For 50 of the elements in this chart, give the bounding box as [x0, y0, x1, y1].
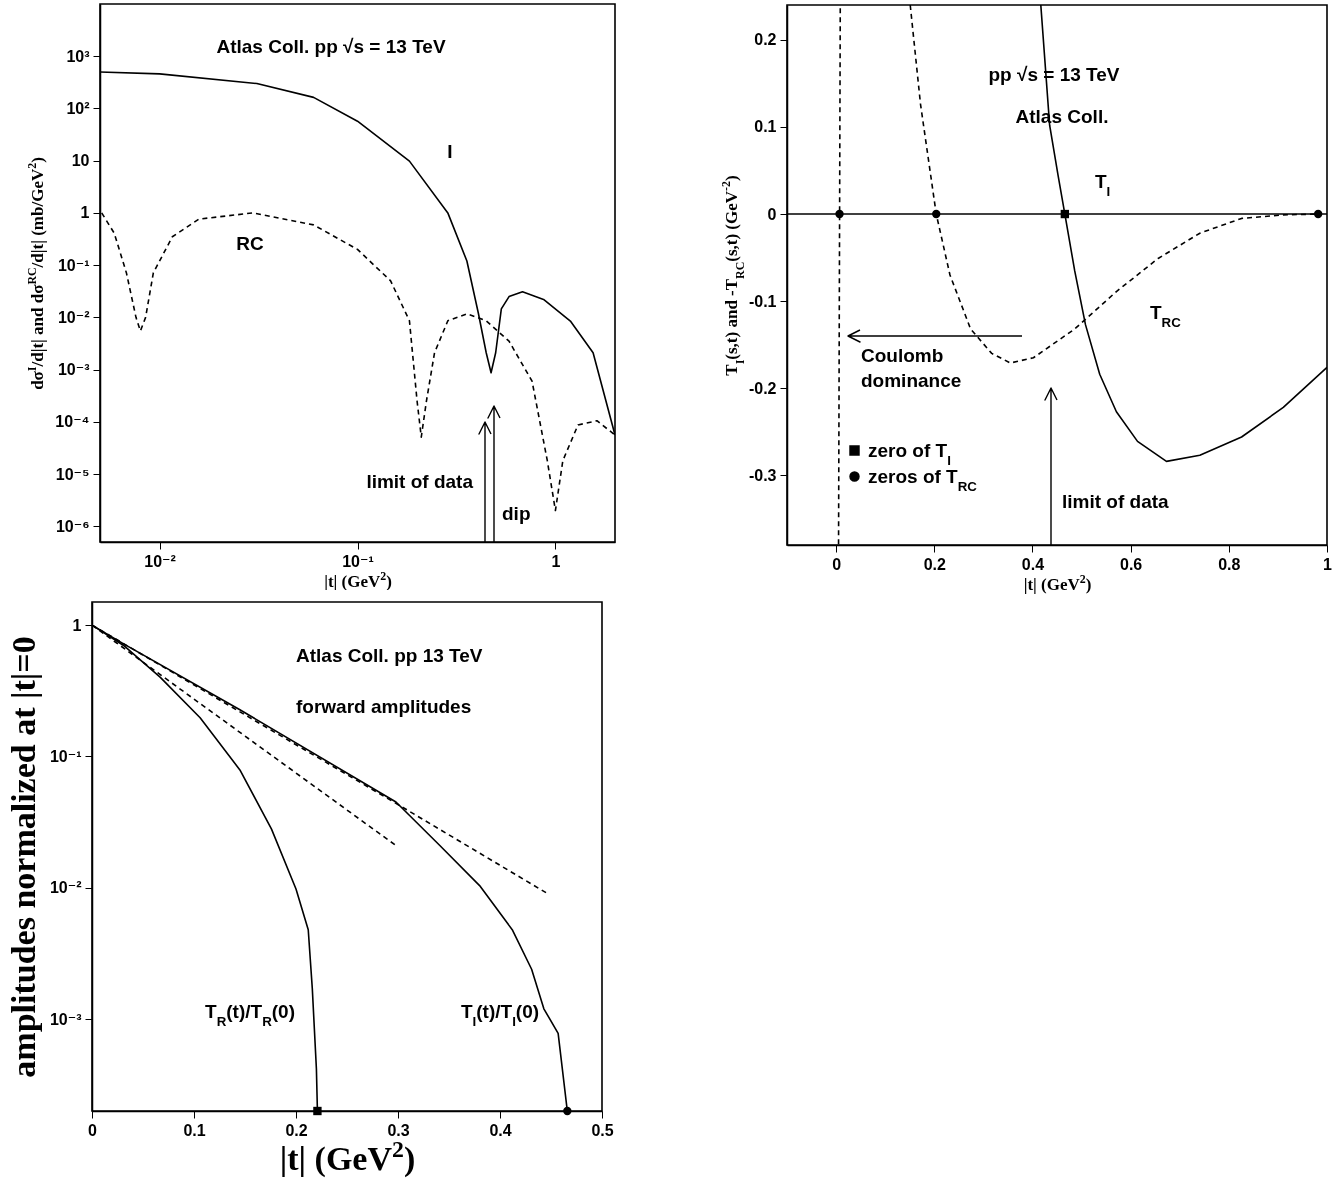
annotation: limit of data	[1062, 491, 1170, 512]
y-tick-label: 10	[71, 152, 90, 170]
y-tick-label: 0	[767, 205, 777, 223]
x-tick-label: 0	[832, 555, 842, 573]
x-tick-label: 0.1	[183, 1121, 206, 1139]
annotation: Atlas Coll. pp √s = 13 TeV	[216, 36, 446, 57]
series-label: T$_{I}$(t)/T$_{I}$(0)	[460, 1001, 540, 1029]
y-tick-label: 0.1	[754, 118, 777, 136]
y-tick-label: 10⁻³	[49, 1010, 82, 1028]
y-tick-label: 10⁻¹	[49, 747, 82, 765]
x-tick-label: 0.4	[1021, 555, 1045, 573]
y-tick-label: 0.2	[754, 31, 777, 49]
x-tick-label: 0.2	[923, 555, 946, 573]
y-tick-label: -0.3	[748, 466, 777, 484]
x-tick-label: 10⁻¹	[342, 552, 374, 570]
x-tick-label: 0.6	[1120, 555, 1143, 573]
legend-label: zeros of T$_{RC}$	[868, 465, 978, 493]
series-label: T$_{R}$(t)/T$_{R}$(0)	[205, 1001, 295, 1029]
annotation: limit of data	[366, 471, 474, 492]
y-tick-label: 10²	[66, 99, 90, 117]
x-tick-label: 1	[551, 552, 561, 570]
x-axis-title: |t| (GeV$^{2}$)	[324, 568, 392, 591]
x-tick-label: 10⁻²	[144, 552, 176, 570]
y-tick-label: -0.1	[748, 292, 777, 310]
y-tick-label: 10⁻²	[49, 879, 82, 897]
y-tick-label: 1	[72, 616, 82, 634]
legend-label: zero of T$_{I}$	[868, 439, 951, 467]
series-label: I	[447, 141, 453, 162]
x-axis-title: |t| (GeV$^{2}$)	[1023, 571, 1092, 594]
y-tick-label: 10³	[66, 47, 90, 65]
series-label: RC	[236, 233, 264, 254]
annotation: dip	[502, 503, 531, 524]
y-tick-label: 10⁻⁵	[55, 465, 90, 483]
y-tick-label: 10⁻¹	[57, 256, 90, 274]
y-tick-label: -0.2	[748, 379, 777, 397]
y-tick-label: 1	[80, 204, 90, 222]
y-tick-label: 10⁻³	[57, 361, 90, 379]
series-label: T$_{I}$	[1095, 171, 1111, 199]
x-tick-label: 0.8	[1218, 555, 1241, 573]
y-tick-label: 10⁻⁴	[55, 413, 90, 431]
x-tick-label: 0.5	[591, 1121, 614, 1139]
y-tick-label: 10⁻⁶	[55, 517, 90, 535]
series-label: T$_{RC}$	[1150, 302, 1182, 330]
x-tick-label: 0.4	[489, 1121, 512, 1139]
annotation: forward amplitudes	[296, 696, 472, 717]
annotation: Atlas Coll. pp 13 TeV	[296, 645, 483, 666]
x-tick-label: 1	[1323, 555, 1333, 573]
annotation: Coulomb dominance	[861, 345, 962, 391]
y-tick-label: 10⁻²	[57, 308, 90, 326]
y-axis-title: amplitudes normalized at |t|=0	[4, 636, 42, 1078]
